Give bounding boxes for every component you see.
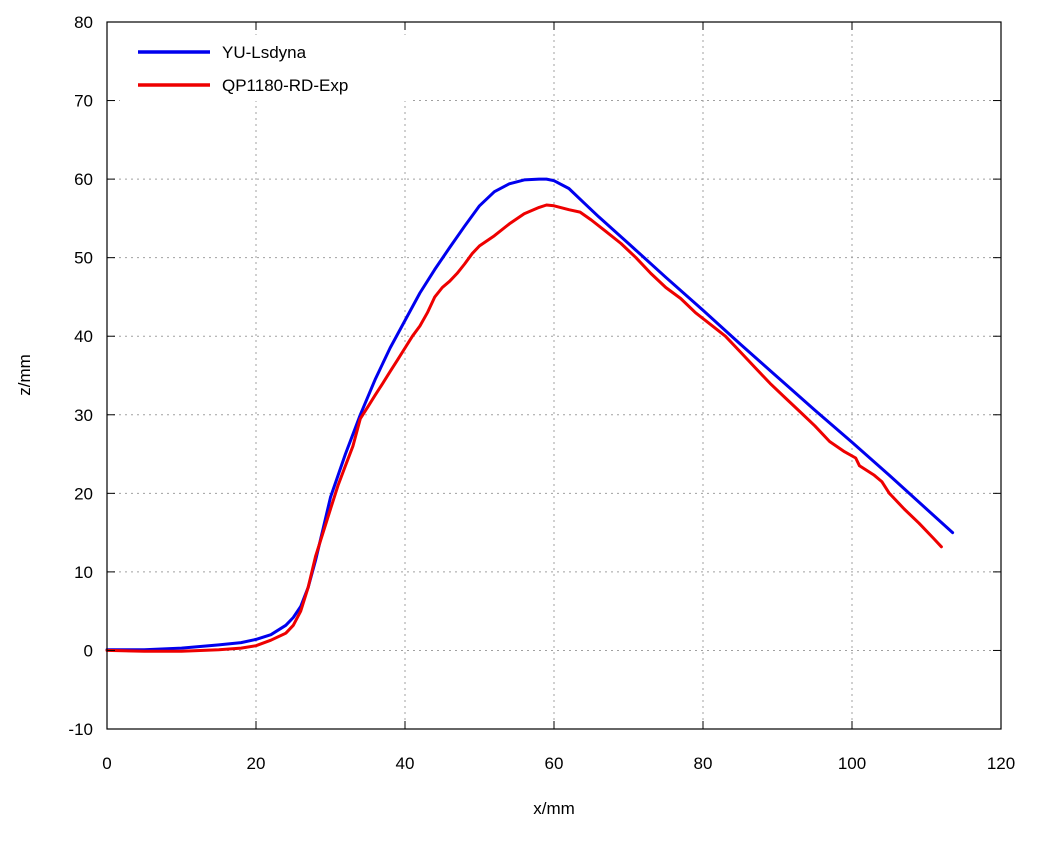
y-tick-label: 40 [74,327,93,346]
y-tick-label: 80 [74,13,93,32]
y-tick-label: 50 [74,249,93,268]
legend-label-qp1180-rd-exp: QP1180-RD-Exp [222,76,348,95]
y-tick-label: 0 [84,641,93,660]
series-line-yu-lsdyna [105,177,955,652]
y-tick-label: 70 [74,92,93,111]
x-tick-label: 60 [545,754,564,773]
axis-ticks: 0 20 40 60 80 100 120 -10 0 10 20 30 40 50 60 70 80 [68,13,1015,773]
series-lines [105,177,955,653]
x-tick-label: 20 [247,754,266,773]
x-tick-label: 100 [838,754,866,773]
legend-label-yu-lsdyna: YU-Lsdyna [222,43,307,62]
x-tick-label: 0 [102,754,111,773]
x-tick-label: 40 [396,754,415,773]
x-axis-label: x/mm [533,799,575,818]
legend-background [120,35,410,101]
y-tick-label: 20 [74,484,93,503]
series-line-qp1180-rd-exp [105,203,943,653]
x-tick-label: 80 [694,754,713,773]
y-tick-label: 10 [74,563,93,582]
x-tick-label: 120 [987,754,1015,773]
legend: YU-Lsdyna QP1180-RD-Exp [120,35,410,101]
y-tick-label: 60 [74,170,93,189]
y-tick-label: -10 [68,720,93,739]
y-axis-label: z/mm [15,354,34,396]
grid [107,22,1001,729]
y-tick-label: 30 [74,406,93,425]
